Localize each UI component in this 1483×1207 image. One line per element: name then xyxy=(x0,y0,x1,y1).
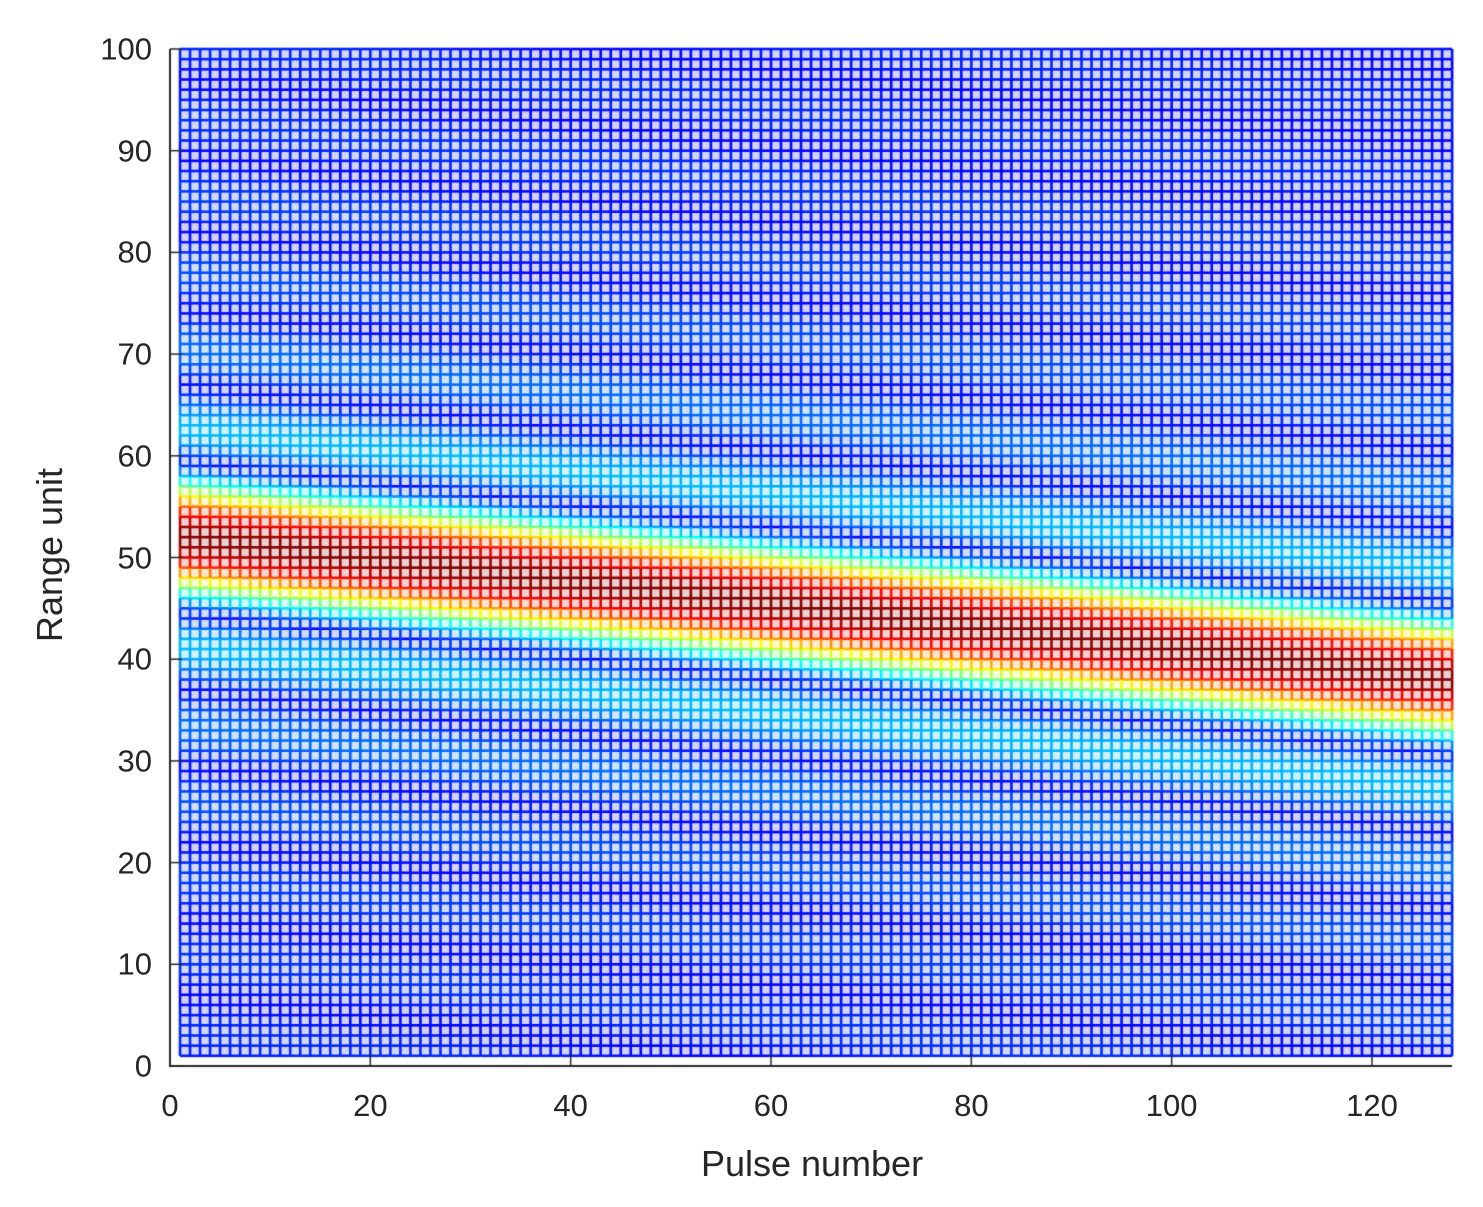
y-tick-label: 90 xyxy=(117,133,152,169)
y-tick-label: 40 xyxy=(117,641,152,677)
x-axis-label: Pulse number xyxy=(700,1143,924,1184)
y-tick-label: 100 xyxy=(100,31,152,67)
x-tick-label: 100 xyxy=(1145,1088,1198,1123)
y-tick-label: 70 xyxy=(117,336,152,372)
x-tick-label: 120 xyxy=(1346,1088,1398,1123)
x-tick-label: 20 xyxy=(353,1088,388,1123)
x-tick-label: 80 xyxy=(954,1088,989,1123)
x-tick-label: 40 xyxy=(553,1088,588,1123)
y-tick-label: 0 xyxy=(134,1048,152,1084)
y-tick-label: 50 xyxy=(117,540,152,575)
y-axis-label: Range unit xyxy=(29,467,70,643)
x-tick-label: 60 xyxy=(753,1088,789,1123)
y-tick-label: 30 xyxy=(117,743,152,779)
y-tick-label: 20 xyxy=(117,845,152,881)
y-tick-label: 60 xyxy=(117,438,152,474)
x-tick-label: 0 xyxy=(161,1088,179,1123)
y-tick-label: 80 xyxy=(117,234,152,270)
y-tick-label: 10 xyxy=(117,946,152,982)
